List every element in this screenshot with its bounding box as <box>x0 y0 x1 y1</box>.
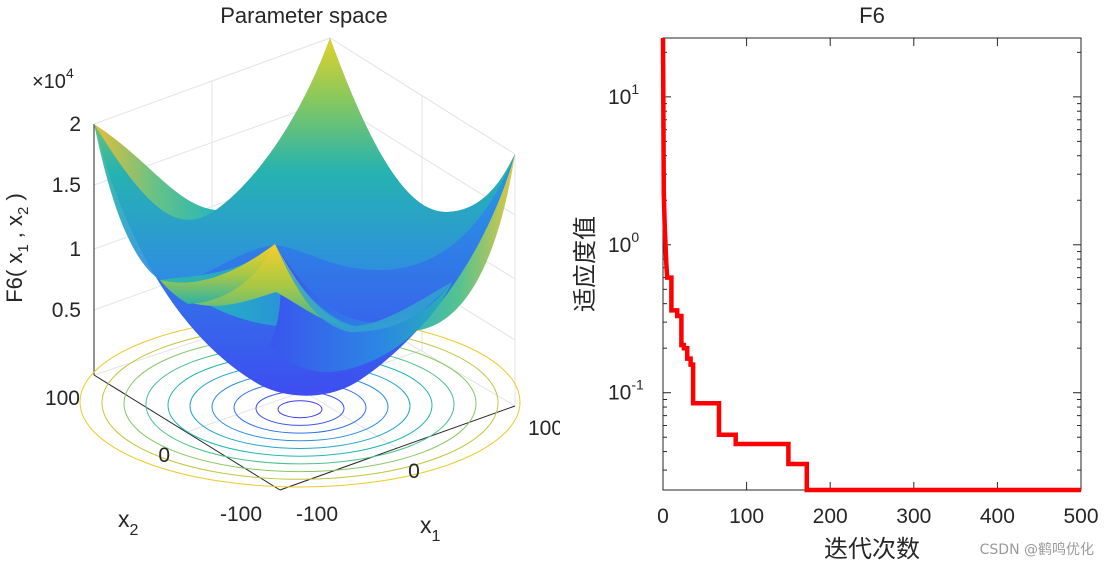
z-exponent-label: ×104 <box>32 65 74 93</box>
x-tick-label: 200 <box>813 505 848 528</box>
axis-lines <box>93 124 516 491</box>
x2-tick-label: -100 <box>220 503 262 526</box>
surface-front-right-lobe <box>270 244 452 372</box>
x2-tick-label: 100 <box>45 387 80 410</box>
z-tick-labels: 2 1.5 1 0.5 <box>52 113 81 322</box>
surface-front-right-tip <box>275 244 452 332</box>
plot-frame <box>662 37 1082 491</box>
surface-front-left-tip <box>160 244 275 304</box>
surface-title: Parameter space <box>220 3 388 28</box>
x-axis-label: 迭代次数 <box>824 535 920 563</box>
y-tick-labels: 10-1 100 101 <box>608 81 644 405</box>
x1-tick-labels: -100 0 100 <box>296 417 560 526</box>
x-tick-label: 0 <box>657 505 669 528</box>
line-title: F6 <box>859 3 885 28</box>
z-tick-label: 0.5 <box>52 299 81 322</box>
x1-tick-label: 100 <box>528 417 560 440</box>
x1-tick-label: -100 <box>296 503 338 526</box>
x2-axis-label: x2 <box>118 506 139 539</box>
x-tick-label: 100 <box>729 505 764 528</box>
plot-area <box>660 37 1082 493</box>
watermark: CSDN @鹤鸣优化 <box>979 542 1094 558</box>
surface <box>94 38 515 396</box>
surface-plot: Parameter space ×104 2 1.5 1 0.5 F6( x1 … <box>2 3 560 545</box>
x-tick-label: 300 <box>896 505 931 528</box>
y-tick-label: 101 <box>608 81 639 109</box>
z-tick-label: 2 <box>69 113 81 136</box>
x-tick-labels: 0 100 200 300 400 500 <box>657 505 1098 528</box>
surface-upper-wall <box>94 38 515 282</box>
y-tick-label: 10-1 <box>608 377 644 405</box>
x1-axis-label: x1 <box>420 512 441 545</box>
z-axis-label: F6( x1 , x2 ) <box>2 193 32 303</box>
y-axis-label: 适应度值 <box>571 216 599 312</box>
y-tick-label: 100 <box>608 229 639 257</box>
x-tick-label: 400 <box>980 505 1015 528</box>
x2-tick-label: 0 <box>158 444 170 467</box>
x1-tick-label: 0 <box>408 460 420 483</box>
fitness-curve <box>660 37 1081 493</box>
contour-ring <box>277 400 323 419</box>
z-tick-label: 1.5 <box>52 174 81 197</box>
x-tick-label: 500 <box>1063 505 1098 528</box>
x2-tick-labels: 100 0 -100 <box>45 387 262 526</box>
y-major-ticks <box>663 96 1081 394</box>
z-tick-label: 1 <box>69 238 81 261</box>
surface-front-peak-top <box>188 244 350 328</box>
x-ticks <box>662 38 1082 490</box>
